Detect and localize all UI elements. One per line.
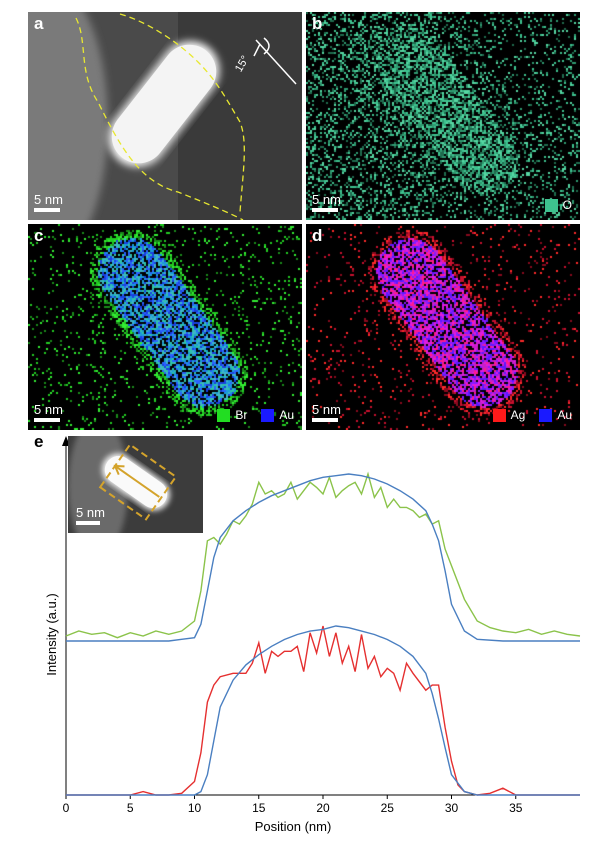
map-legend: Br Au [203, 408, 294, 422]
legend-swatch-au [261, 408, 275, 422]
x-axis-label: Position (nm) [255, 819, 332, 834]
series-line-3 [66, 625, 580, 796]
x-tick-label: 0 [63, 801, 70, 815]
scale-bar-label: 5 nm [34, 402, 63, 417]
tilt-axis-line [255, 39, 297, 85]
legend-label-au: Au [279, 408, 294, 422]
legend-label-br: Br [235, 408, 248, 422]
eds-map [306, 224, 580, 430]
scale-bar: 5 nm [34, 403, 63, 422]
inset-stem-image: 5 nm [68, 436, 203, 533]
x-tick-label: 15 [252, 801, 266, 815]
legend-swatch-au [539, 408, 553, 422]
scale-bar-label: 5 nm [312, 402, 341, 417]
inset-image [68, 436, 203, 533]
legend-label-au: Au [557, 408, 572, 422]
panel-b-oxygen-map: b 5 nm O [306, 12, 580, 220]
scale-bar-label: 5 nm [76, 505, 105, 520]
map-legend: O [531, 198, 572, 212]
scale-bar-label: 5 nm [312, 192, 341, 207]
scale-bar: 5 nm [312, 193, 341, 212]
panel-label: b [312, 14, 323, 33]
panel-label: d [312, 226, 323, 245]
legend-swatch-o [544, 198, 558, 212]
y-axis-label: Intensity (a.u.) [44, 593, 59, 675]
series-line-1 [66, 473, 580, 642]
legend-swatch-br [217, 408, 231, 422]
series-line-2 [66, 625, 580, 796]
panel-label: a [34, 14, 44, 33]
series-line-0 [65, 471, 581, 639]
panel-label: e [34, 432, 44, 451]
x-tick-label: 5 [127, 801, 134, 815]
eds-map [28, 224, 302, 430]
inset-scale-bar: 5 nm [76, 506, 105, 525]
x-tick-label: 20 [316, 801, 330, 815]
scale-bar: 5 nm [312, 403, 341, 422]
panel-label: c [34, 226, 44, 245]
x-tick-label: 30 [445, 801, 459, 815]
panel-d-ag-au-map: d 5 nm Ag Au [306, 224, 580, 430]
legend-swatch-ag [492, 408, 506, 422]
eds-map [306, 12, 580, 220]
map-legend: Ag Au [479, 408, 572, 422]
x-tick-label: 25 [381, 801, 395, 815]
stem-image [28, 12, 302, 220]
line-profile-chart: 0 5 10 15 20 25 30 35 Position (nm) Intensity (a.… [44, 436, 581, 834]
scale-bar-label: 5 nm [34, 192, 63, 207]
legend-label-o: O [562, 198, 572, 212]
legend-label-ag: Ag [510, 408, 526, 422]
panel-a-stem-image: a 15° 5 nm [28, 12, 302, 220]
x-tick-label: 35 [509, 801, 523, 815]
panel-c-br-au-map: c 5 nm Br Au [28, 224, 302, 430]
x-tick-label: 10 [188, 801, 202, 815]
scale-bar: 5 nm [34, 193, 63, 212]
rotation-arrow-icon [253, 37, 270, 57]
